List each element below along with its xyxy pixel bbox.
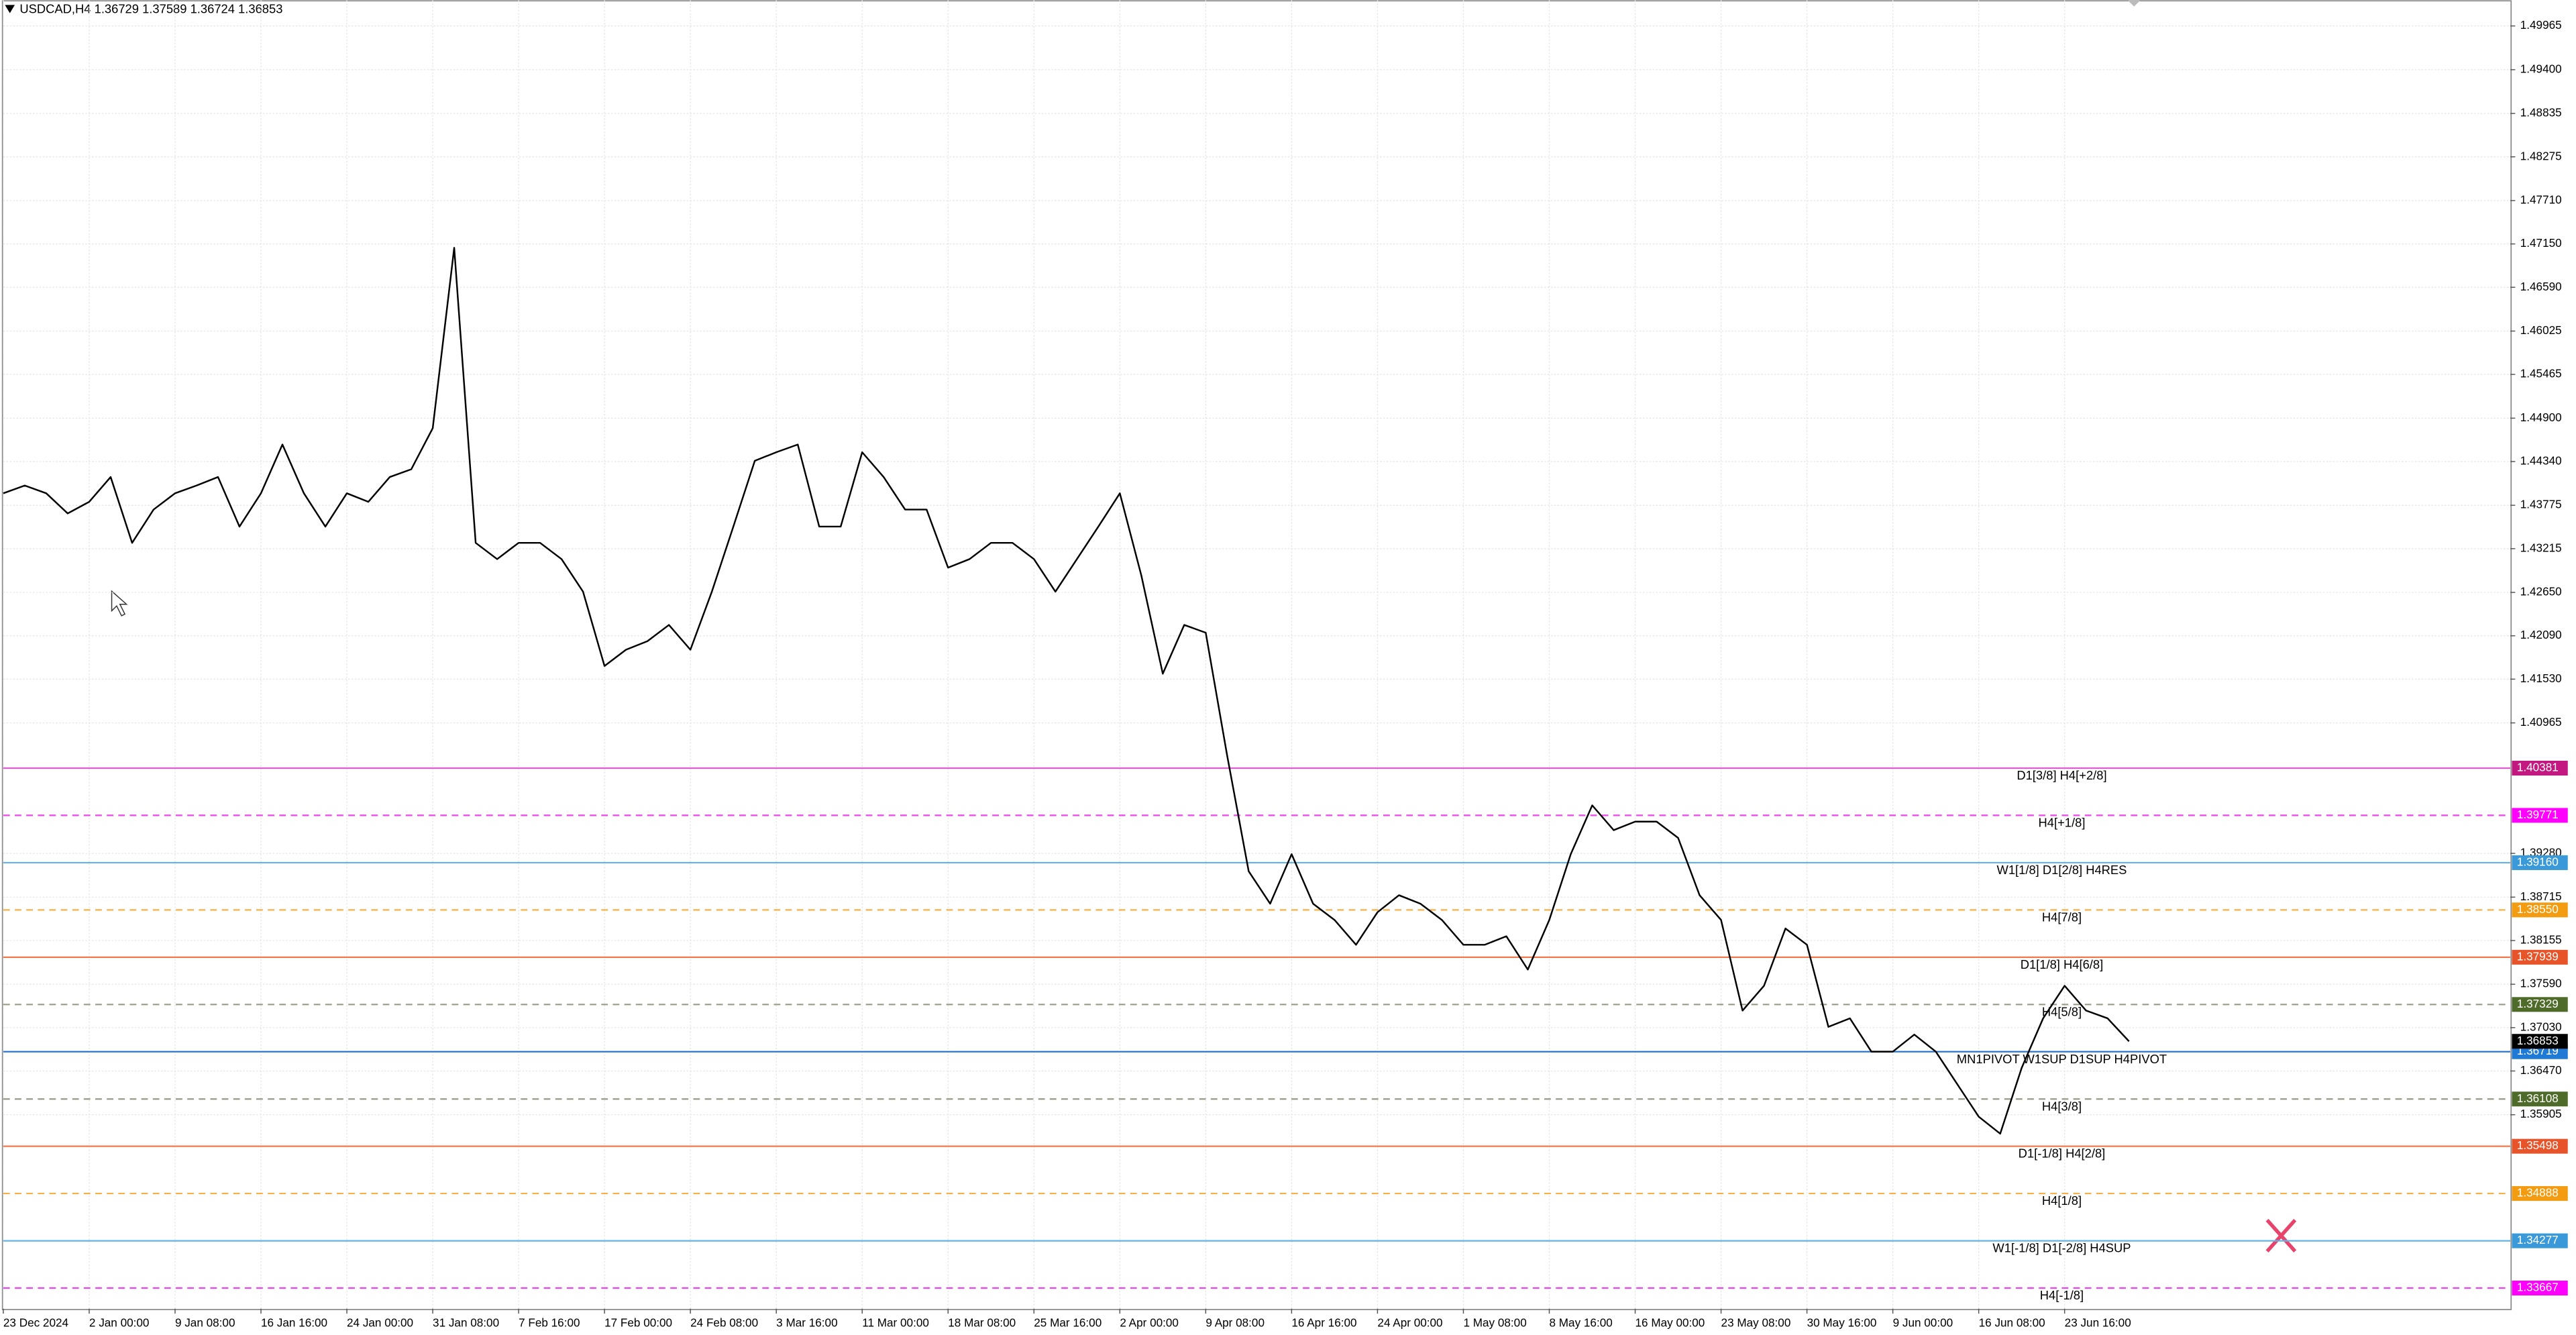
level-label: H4[3/8] — [2042, 1099, 2082, 1113]
y-tick-label: 1.40965 — [2520, 715, 2562, 729]
x-tick-label: 23 May 08:00 — [1721, 1316, 1791, 1329]
x-tick-label: 9 Jan 08:00 — [175, 1316, 235, 1329]
price-badge — [2512, 855, 2568, 870]
y-tick-label: 1.38715 — [2520, 890, 2562, 903]
x-tick-label: 2 Jan 00:00 — [89, 1316, 150, 1329]
y-tick-label: 1.42650 — [2520, 585, 2562, 598]
price-badge-label: 1.39160 — [2517, 855, 2559, 868]
last-price-badge — [2512, 1034, 2568, 1049]
last-price-label: 1.36853 — [2517, 1034, 2559, 1047]
level-label: W1[-1/8] D1[-2/8] H4SUP — [1992, 1241, 2131, 1255]
price-badge — [2512, 949, 2568, 965]
x-tick-label: 25 Mar 16:00 — [1034, 1316, 1102, 1329]
price-badge-label: 1.35498 — [2517, 1138, 2559, 1152]
x-tick-label: 1 May 08:00 — [1463, 1316, 1526, 1329]
y-tick-label: 1.49400 — [2520, 62, 2562, 75]
symbol-menu-arrow[interactable] — [5, 5, 15, 13]
x-tick-label: 16 Apr 16:00 — [1291, 1316, 1356, 1329]
x-tick-label: 16 May 00:00 — [1635, 1316, 1705, 1329]
x-tick-label: 18 Mar 08:00 — [948, 1316, 1016, 1329]
y-tick-label: 1.43775 — [2520, 498, 2562, 511]
price-badge-label: 1.37329 — [2517, 997, 2559, 1010]
y-tick-label: 1.36470 — [2520, 1063, 2562, 1077]
chart-header: USDCAD,H4 1.36729 1.37589 1.36724 1.3685… — [19, 2, 282, 16]
cross-stroke — [2265, 1218, 2297, 1252]
x-tick-label: 2 Apr 00:00 — [1120, 1316, 1179, 1329]
level-label: MN1PIVOT W1SUP D1SUP H4PIVOT — [1957, 1052, 2167, 1066]
price-badge — [2512, 1281, 2568, 1296]
level-label: H4[1/8] — [2042, 1193, 2082, 1208]
y-tick-label: 1.35905 — [2520, 1107, 2562, 1120]
price-badge-label: 1.39771 — [2517, 808, 2559, 821]
price-badge-label: 1.38550 — [2517, 902, 2559, 916]
x-tick-label: 23 Jun 16:00 — [2065, 1316, 2131, 1329]
level-label: H4[-1/8] — [2040, 1288, 2084, 1302]
mouse-cursor — [111, 590, 128, 617]
x-tick-label: 24 Jan 00:00 — [347, 1316, 413, 1329]
price-badge-label: 1.40381 — [2517, 761, 2559, 774]
level-label: D1[3/8] H4[+2/8] — [2017, 768, 2106, 782]
y-tick-label: 1.44340 — [2520, 454, 2562, 468]
x-tick-label: 11 Mar 00:00 — [862, 1316, 929, 1329]
x-tick-label: 23 Dec 2024 — [3, 1316, 69, 1329]
x-tick-label: 16 Jun 08:00 — [1979, 1316, 2045, 1329]
x-tick-label: 8 May 16:00 — [1549, 1316, 1612, 1329]
price-badge-label: 1.34277 — [2517, 1233, 2559, 1246]
y-tick-label: 1.47710 — [2520, 193, 2562, 207]
price-badge — [2512, 1138, 2568, 1154]
y-tick-label: 1.48275 — [2520, 149, 2562, 162]
x-tick-label: 7 Feb 16:00 — [519, 1316, 580, 1329]
level-label: D1[-1/8] H4[2/8] — [2019, 1146, 2106, 1161]
price-badge-label: 1.36108 — [2517, 1091, 2559, 1105]
x-tick-label: 3 Mar 16:00 — [776, 1316, 837, 1329]
y-tick-label: 1.41530 — [2520, 672, 2562, 685]
price-badge — [2512, 902, 2568, 918]
close-cross[interactable] — [2265, 1218, 2297, 1252]
x-tick-label: 16 Jan 16:00 — [261, 1316, 327, 1329]
y-tick-label: 1.46025 — [2520, 323, 2562, 337]
price-line — [3, 247, 2130, 1135]
y-tick-label: 1.49965 — [2520, 18, 2562, 32]
x-tick-label: 30 May 16:00 — [1807, 1316, 1877, 1329]
x-tick-label: 9 Jun 00:00 — [1893, 1316, 1953, 1329]
y-tick-label: 1.48835 — [2520, 106, 2562, 119]
y-tick-label: 1.43215 — [2520, 541, 2562, 554]
level-label: H4[+1/8] — [2038, 815, 2085, 829]
x-tick-label: 9 Apr 08:00 — [1205, 1316, 1265, 1329]
y-tick-label: 1.46590 — [2520, 280, 2562, 293]
y-tick-label: 1.38155 — [2520, 932, 2562, 946]
x-tick-label: 24 Apr 00:00 — [1377, 1316, 1442, 1329]
price-badge-label: 1.33667 — [2517, 1281, 2559, 1294]
price-badge-label: 1.34888 — [2517, 1186, 2559, 1199]
x-tick-label: 31 Jan 08:00 — [433, 1316, 499, 1329]
price-badge — [2512, 760, 2568, 776]
scroll-marker — [2127, 0, 2141, 7]
y-tick-label: 1.45465 — [2520, 367, 2562, 380]
x-tick-label: 24 Feb 08:00 — [690, 1316, 758, 1329]
y-tick-label: 1.42090 — [2520, 628, 2562, 641]
y-tick-label: 1.44900 — [2520, 411, 2562, 424]
price-badge-label: 1.37939 — [2517, 949, 2559, 963]
plot-frame — [1, 0, 2512, 1310]
y-tick-label: 1.37590 — [2520, 977, 2562, 990]
price-badge — [2512, 1091, 2568, 1107]
level-label: H4[5/8] — [2042, 1004, 2082, 1018]
y-tick-label: 1.37030 — [2520, 1020, 2562, 1033]
price-badge — [2512, 1186, 2568, 1202]
level-label: D1[1/8] H4[6/8] — [2021, 957, 2104, 971]
price-badge — [2512, 1233, 2568, 1248]
level-label: H4[7/8] — [2042, 910, 2082, 924]
y-tick-label: 1.47150 — [2520, 236, 2562, 250]
level-label: W1[1/8] D1[2/8] H4RES — [1996, 863, 2127, 877]
price-badge — [2512, 997, 2568, 1012]
price-badge — [2512, 808, 2568, 823]
x-tick-label: 17 Feb 00:00 — [604, 1316, 672, 1329]
